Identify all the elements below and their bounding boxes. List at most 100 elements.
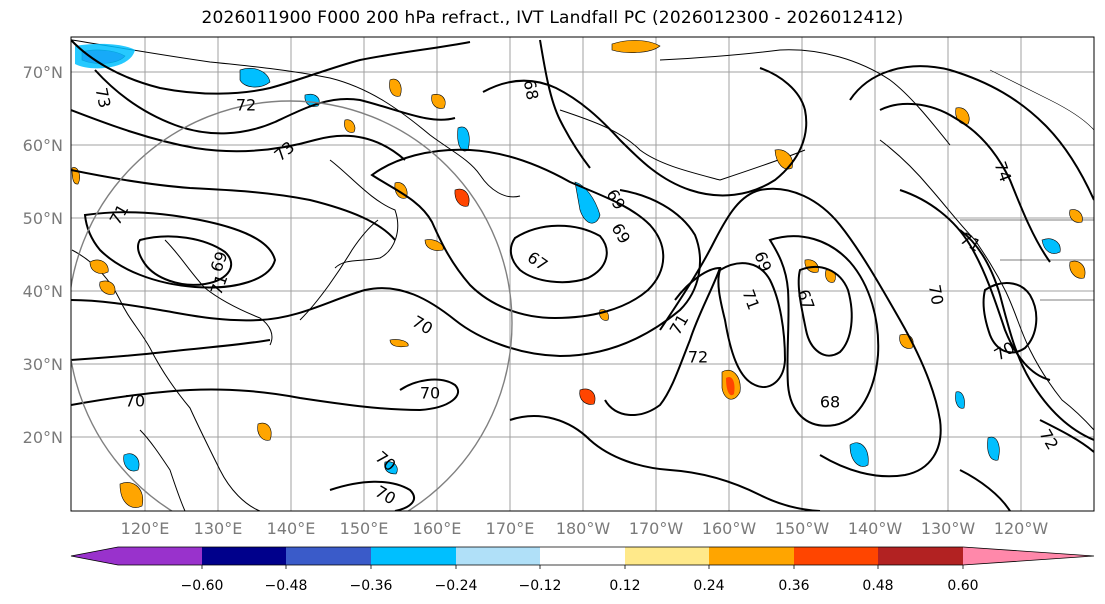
positive-anomaly-patch (389, 78, 402, 97)
coastline-asia-north (71, 39, 521, 198)
contour-label: 70 (925, 283, 947, 306)
colorbar-segment (286, 547, 371, 565)
negative-anomaly-patch (1041, 238, 1061, 254)
coastline-china (71, 249, 261, 511)
contour-line (136, 235, 232, 286)
colorbar-tick-label: 0.48 (862, 578, 893, 594)
latitude-label: 60°N (23, 136, 63, 155)
positive-anomaly-patch (89, 259, 109, 274)
distance-circle (71, 100, 513, 511)
map-title: 2026011900 F000 200 hPa refract., IVT La… (201, 8, 904, 28)
coastline-japan (299, 219, 379, 321)
shaded-anomalies (71, 40, 1086, 508)
coastlines (71, 39, 1094, 511)
contour-line (482, 67, 808, 197)
contour-label: 68 (820, 393, 840, 412)
contour-line (539, 39, 591, 169)
colorbar-segment (540, 547, 625, 565)
colorbar-tick-label: −0.24 (435, 578, 478, 594)
colorbar-tick-label: 0.60 (947, 578, 978, 594)
colorbar-segment (709, 547, 794, 565)
contour-label: 70 (420, 384, 440, 403)
longitude-label: 140°E (267, 519, 316, 538)
contour-line (71, 109, 406, 161)
contour-line (982, 282, 1038, 354)
longitude-label: 120°E (121, 519, 170, 538)
negative-anomaly-patch (239, 68, 271, 88)
colorbar-segment (456, 547, 540, 565)
positive-anomaly-patch (611, 40, 661, 53)
contour-line (717, 262, 787, 388)
coastline-sea-of-okhotsk (329, 159, 399, 269)
positive-anomaly-patch (119, 482, 144, 508)
negative-anomaly-patch (75, 43, 135, 69)
map-frame (70, 36, 1095, 512)
negative-anomaly-patch (384, 461, 398, 475)
longitude-label: 170°W (629, 519, 684, 538)
contour-line (329, 480, 415, 511)
contour-label: 72 (236, 96, 256, 115)
colorbar-segment (371, 547, 456, 565)
longitude-label: 160°W (702, 519, 757, 538)
longitude-label: 130°W (921, 519, 976, 538)
colorbar-segment (878, 547, 963, 565)
longitude-label: 140°W (848, 519, 903, 538)
contour-line (71, 339, 271, 361)
contour-line (1039, 419, 1094, 453)
contour-line (370, 148, 665, 320)
contour-line (768, 235, 880, 427)
colorbar-tick-label: 0.12 (609, 578, 640, 594)
positive-anomaly-patch (1069, 209, 1083, 223)
colorbar-extend-min (71, 547, 118, 565)
latitude-label: 20°N (23, 428, 63, 447)
contour-line (71, 39, 471, 95)
contour-line (879, 102, 1051, 263)
contour-line (849, 65, 1094, 201)
latitude-label: 40°N (23, 282, 63, 301)
positive-anomaly-patch (774, 149, 793, 170)
colorbar-tick-label: 0.36 (778, 578, 809, 594)
contour-line (797, 265, 853, 357)
positive-anomaly-patch (431, 94, 446, 109)
contour-line (509, 224, 608, 284)
positive-anomaly-patch (579, 388, 596, 405)
colorbar-extend-max (963, 547, 1094, 565)
latitude-label: 70°N (23, 63, 63, 82)
positive-anomaly-patch (99, 280, 116, 295)
contour-line (94, 69, 456, 135)
contour-label: 68 (520, 78, 542, 101)
colorbar-tick-label: −0.12 (519, 578, 562, 594)
colorbar-segment (118, 547, 202, 565)
positive-anomaly-patch (257, 422, 272, 441)
coastline-korea-japan (164, 239, 273, 346)
positive-anomaly-patch (1069, 260, 1086, 279)
contour-line (509, 415, 821, 511)
longitude-label: 180°W (556, 519, 611, 538)
contour-line (899, 189, 1051, 381)
negative-anomaly-patch (987, 436, 1000, 461)
positive-anomaly-patch (424, 239, 444, 251)
contour-line (659, 187, 942, 478)
longitude-label: 150°W (775, 519, 830, 538)
colorbar: −0.60 −0.48 −0.36 −0.24 −0.12 0.12 0.24 0.36 0.4… (70, 546, 1095, 594)
colorbar-tick-label: −0.48 (265, 578, 308, 594)
negative-anomaly-patch (123, 453, 140, 472)
latitude-labels: 70°N 60°N 50°N 40°N 30°N 20°N (23, 63, 63, 447)
colorbar-segment (202, 547, 286, 565)
longitude-label: 170°E (486, 519, 535, 538)
colorbar-tick-label: −0.60 (181, 578, 224, 594)
colorbar-tick-label: −0.36 (350, 578, 393, 594)
contour-label: 72 (688, 348, 708, 367)
contour-line (71, 378, 460, 412)
coastline-alaska-north (659, 49, 951, 146)
contour-line (83, 211, 277, 289)
coastline-alaska-south (559, 109, 806, 181)
colorbar-tick-label: 0.24 (693, 578, 724, 594)
negative-anomaly-patch (955, 391, 965, 409)
latitude-label: 30°N (23, 355, 63, 374)
longitude-labels: 120°E 130°E 140°E 150°E 160°E 170°E 180°W 170°W… (121, 519, 1049, 538)
colorbar-segment (794, 547, 878, 565)
contour-label: 73 (92, 86, 115, 110)
